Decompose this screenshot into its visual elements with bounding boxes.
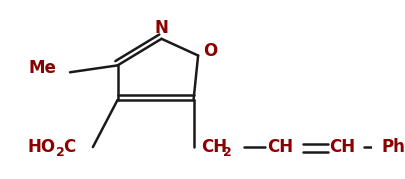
Text: Ph: Ph [381,138,405,156]
Text: HO: HO [27,138,55,156]
Text: 2: 2 [223,146,232,159]
Text: 2: 2 [56,146,65,159]
Text: Me: Me [29,59,57,77]
Text: C: C [64,138,76,156]
Text: O: O [202,42,217,60]
Text: CH: CH [201,138,227,156]
Text: N: N [155,19,168,37]
Text: CH: CH [267,138,293,156]
Text: CH: CH [329,138,355,156]
